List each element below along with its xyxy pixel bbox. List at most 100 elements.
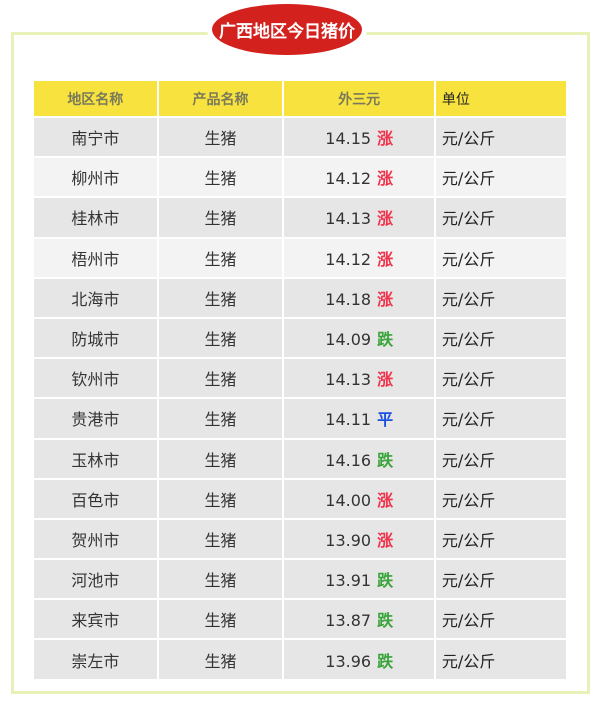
product-cell: 生猪 — [157, 599, 285, 641]
price-cell: 13.90 涨 — [283, 518, 436, 561]
region-cell: 钦州市 — [34, 358, 159, 400]
trend-badge: 涨 — [377, 370, 394, 390]
unit-cell: 元/公斤 — [434, 398, 566, 440]
table-row: 北海市 生猪 14.18 涨 元/公斤 — [34, 277, 566, 319]
header-unit: 单位 — [434, 81, 566, 118]
table-row: 百色市 生猪 14.00 涨 元/公斤 — [34, 478, 566, 520]
region-cell: 南宁市 — [34, 117, 159, 159]
price-cell: 14.11 平 — [283, 398, 436, 440]
region-cell: 防城市 — [34, 317, 159, 360]
price-value: 13.91 — [325, 571, 372, 591]
price-value: 14.12 — [325, 249, 372, 269]
table-row: 崇左市 生猪 13.96 跌 元/公斤 — [34, 639, 566, 681]
unit-cell: 元/公斤 — [434, 237, 566, 279]
product-cell: 生猪 — [157, 317, 285, 360]
price-value: 14.00 — [325, 490, 372, 510]
table-row: 钦州市 生猪 14.13 涨 元/公斤 — [34, 358, 566, 400]
trend-badge: 涨 — [377, 129, 394, 149]
trend-badge: 跌 — [377, 611, 394, 631]
region-cell: 桂林市 — [34, 197, 159, 239]
unit-cell: 元/公斤 — [434, 478, 566, 520]
price-cell: 14.13 涨 — [283, 197, 436, 239]
table-row: 贺州市 生猪 13.90 涨 元/公斤 — [34, 518, 566, 561]
product-cell: 生猪 — [157, 197, 285, 239]
table-row: 南宁市 生猪 14.15 涨 元/公斤 — [34, 117, 566, 159]
trend-badge: 涨 — [377, 289, 394, 309]
product-cell: 生猪 — [157, 358, 285, 400]
price-value: 13.87 — [325, 611, 372, 631]
product-cell: 生猪 — [157, 117, 285, 159]
price-value: 14.13 — [325, 209, 372, 229]
region-cell: 来宾市 — [34, 599, 159, 641]
unit-cell: 元/公斤 — [434, 438, 566, 480]
price-value: 14.09 — [325, 330, 372, 350]
unit-cell: 元/公斤 — [434, 639, 566, 681]
region-cell: 百色市 — [34, 478, 159, 520]
table-header: 地区名称 产品名称 外三元 单位 — [34, 81, 566, 118]
trend-badge: 跌 — [377, 330, 394, 350]
unit-cell: 元/公斤 — [434, 358, 566, 400]
price-value: 14.18 — [325, 289, 372, 309]
region-cell: 梧州市 — [34, 237, 159, 279]
price-cell: 14.12 涨 — [283, 237, 436, 279]
table-row: 来宾市 生猪 13.87 跌 元/公斤 — [34, 599, 566, 641]
table-row: 桂林市 生猪 14.13 涨 元/公斤 — [34, 197, 566, 239]
trend-badge: 跌 — [377, 450, 394, 470]
unit-cell: 元/公斤 — [434, 157, 566, 199]
price-table: 地区名称 产品名称 外三元 单位 南宁市 生猪 14.15 涨 元/公斤 柳州市 生… — [34, 81, 566, 681]
price-cell: 14.09 跌 — [283, 317, 436, 360]
price-value: 14.11 — [325, 410, 372, 430]
table-row: 玉林市 生猪 14.16 跌 元/公斤 — [34, 438, 566, 480]
unit-cell: 元/公斤 — [434, 559, 566, 601]
price-value: 13.96 — [325, 651, 372, 671]
unit-cell: 元/公斤 — [434, 117, 566, 159]
price-cell: 14.13 涨 — [283, 358, 436, 400]
price-value: 14.13 — [325, 370, 372, 390]
trend-badge: 平 — [377, 410, 394, 430]
region-cell: 贵港市 — [34, 398, 159, 440]
header-price: 外三元 — [283, 81, 436, 118]
trend-badge: 涨 — [377, 249, 394, 269]
page-title: 广西地区今日猪价 — [212, 4, 362, 55]
product-cell: 生猪 — [157, 478, 285, 520]
product-cell: 生猪 — [157, 277, 285, 319]
unit-cell: 元/公斤 — [434, 599, 566, 641]
price-value: 13.90 — [325, 530, 372, 550]
price-cell: 14.00 涨 — [283, 478, 436, 520]
header-product: 产品名称 — [157, 81, 285, 118]
trend-badge: 跌 — [377, 571, 394, 591]
unit-cell: 元/公斤 — [434, 277, 566, 319]
product-cell: 生猪 — [157, 157, 285, 199]
unit-cell: 元/公斤 — [434, 518, 566, 561]
trend-badge: 涨 — [377, 209, 394, 229]
price-cell: 13.87 跌 — [283, 599, 436, 641]
table-row: 河池市 生猪 13.91 跌 元/公斤 — [34, 559, 566, 601]
region-cell: 河池市 — [34, 559, 159, 601]
product-cell: 生猪 — [157, 559, 285, 601]
unit-cell: 元/公斤 — [434, 317, 566, 360]
unit-cell: 元/公斤 — [434, 197, 566, 239]
product-cell: 生猪 — [157, 639, 285, 681]
product-cell: 生猪 — [157, 438, 285, 480]
price-cell: 13.91 跌 — [283, 559, 436, 601]
price-cell: 13.96 跌 — [283, 639, 436, 681]
region-cell: 柳州市 — [34, 157, 159, 199]
price-cell: 14.15 涨 — [283, 117, 436, 159]
region-cell: 贺州市 — [34, 518, 159, 561]
trend-badge: 涨 — [377, 490, 394, 510]
product-cell: 生猪 — [157, 237, 285, 279]
trend-badge: 涨 — [377, 169, 394, 189]
price-value: 14.16 — [325, 450, 372, 470]
table-row: 柳州市 生猪 14.12 涨 元/公斤 — [34, 157, 566, 199]
price-value: 14.12 — [325, 169, 372, 189]
price-cell: 14.16 跌 — [283, 438, 436, 480]
table-row: 梧州市 生猪 14.12 涨 元/公斤 — [34, 237, 566, 279]
region-cell: 玉林市 — [34, 438, 159, 480]
price-cell: 14.12 涨 — [283, 157, 436, 199]
price-value: 14.15 — [325, 129, 372, 149]
trend-badge: 涨 — [377, 530, 394, 550]
price-cell: 14.18 涨 — [283, 277, 436, 319]
product-cell: 生猪 — [157, 398, 285, 440]
header-region: 地区名称 — [34, 81, 159, 118]
product-cell: 生猪 — [157, 518, 285, 561]
